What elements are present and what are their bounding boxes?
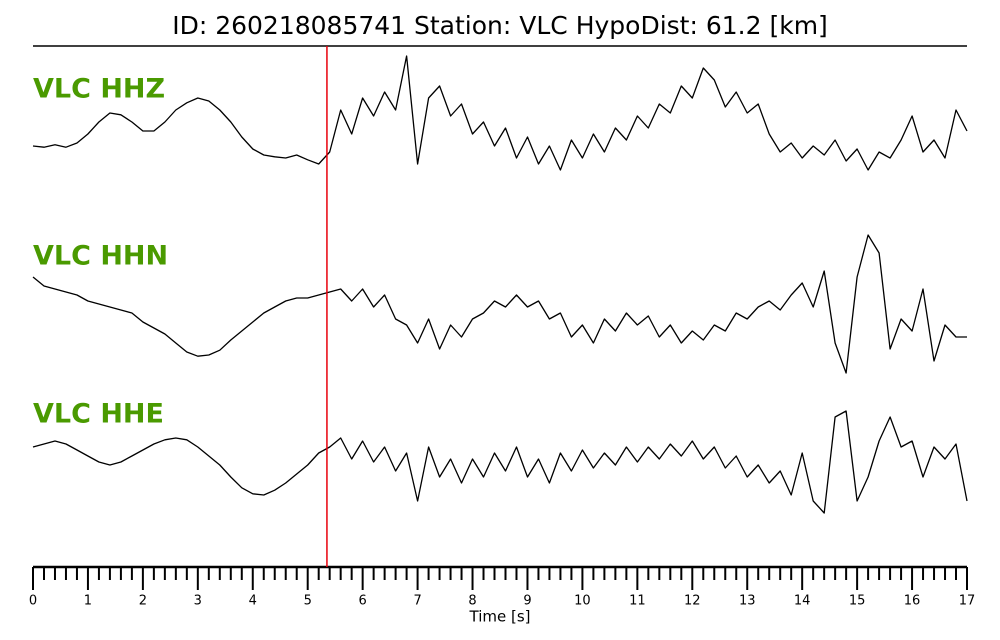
x-tick-label: 16 bbox=[904, 594, 921, 609]
x-tick-label: 12 bbox=[684, 594, 701, 609]
x-tick-label: 3 bbox=[194, 594, 202, 609]
trace bbox=[32, 55, 968, 171]
x-tick-label: 9 bbox=[523, 594, 531, 609]
x-tick-label: 1 bbox=[84, 594, 92, 609]
x-tick-label: 6 bbox=[359, 594, 367, 609]
trace bbox=[32, 234, 967, 374]
x-tick-label: 14 bbox=[794, 594, 811, 609]
x-tick-label: 7 bbox=[413, 594, 421, 609]
x-tick-label: 8 bbox=[468, 594, 476, 609]
x-tick-label: 2 bbox=[139, 594, 147, 609]
x-tick-label: 15 bbox=[849, 594, 866, 609]
x-tick-label: 13 bbox=[739, 594, 756, 609]
chart-title: ID: 260218085741 Station: VLC HypoDist: … bbox=[172, 11, 828, 40]
trace-label: VLC HHZ bbox=[33, 74, 165, 105]
x-tick-label: 4 bbox=[249, 594, 257, 609]
x-tick-label: 17 bbox=[959, 594, 976, 609]
trace-label: VLC HHE bbox=[33, 399, 164, 430]
x-tick-label: 10 bbox=[574, 594, 591, 609]
trace-label: VLC HHN bbox=[33, 241, 168, 272]
x-tick-label: 11 bbox=[629, 594, 646, 609]
x-tick-label: 5 bbox=[304, 594, 312, 609]
trace bbox=[32, 410, 968, 514]
x-tick-label: 0 bbox=[29, 594, 37, 609]
x-axis-label: Time [s] bbox=[469, 608, 531, 626]
